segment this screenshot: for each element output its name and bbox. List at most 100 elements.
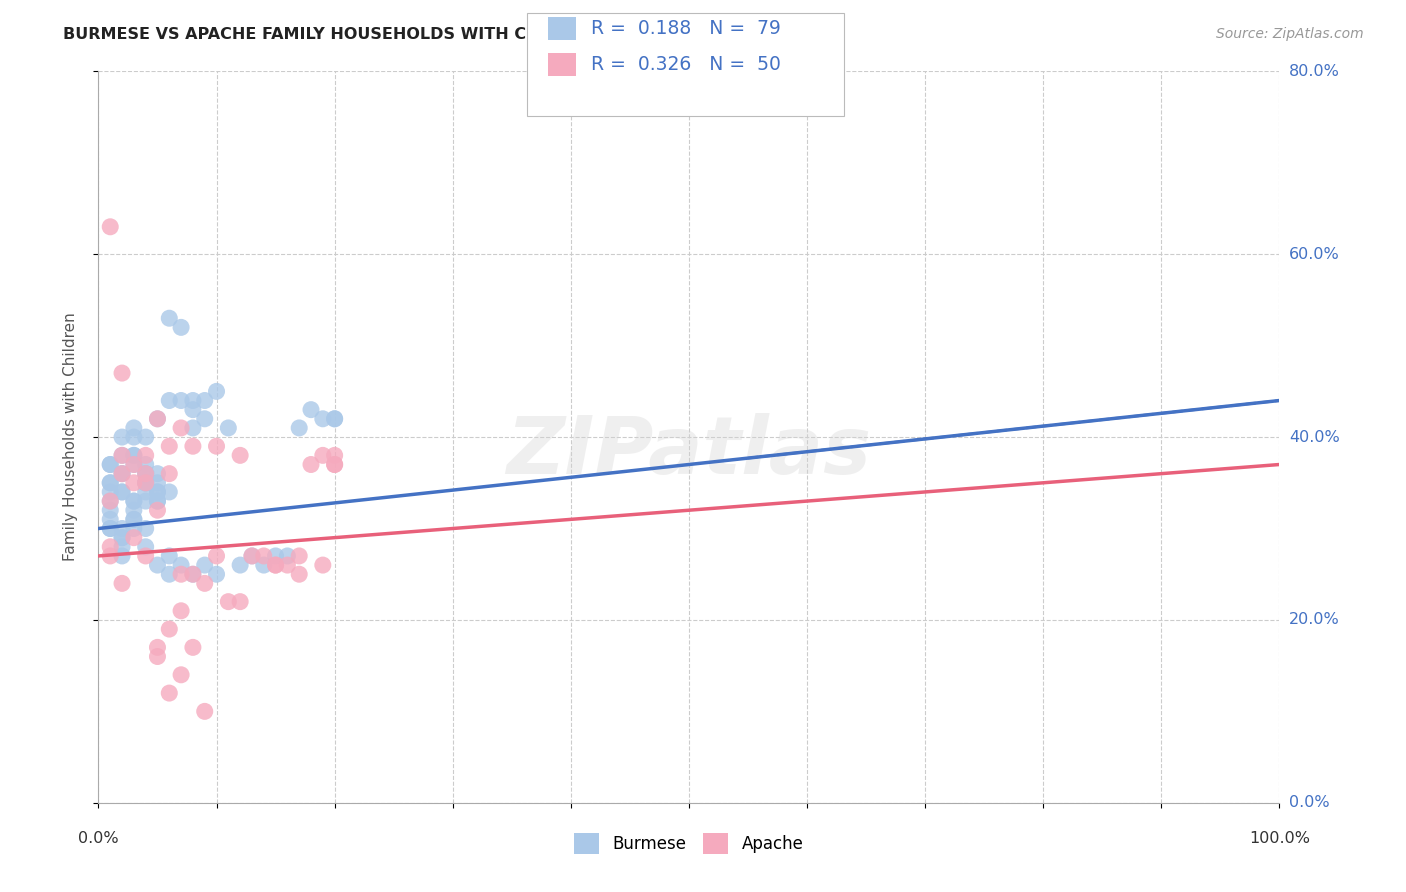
Point (146, 412, 169, 426)
Point (157, 311, 180, 326)
Point (98, 458, 121, 472)
Point (98, 521, 121, 535)
Text: ZIPatlas: ZIPatlas (506, 413, 872, 491)
Point (111, 521, 134, 535)
Point (146, 494, 169, 508)
Point (135, 521, 157, 535)
Point (122, 503, 145, 517)
Point (253, 549, 276, 563)
Text: Source: ZipAtlas.com: Source: ZipAtlas.com (1216, 27, 1364, 41)
Point (323, 458, 346, 472)
Point (111, 366, 134, 380)
Point (181, 640, 204, 655)
Point (181, 393, 204, 408)
Point (111, 540, 134, 554)
Point (111, 467, 134, 481)
Point (240, 549, 263, 563)
Text: R =  0.326   N =  50: R = 0.326 N = 50 (591, 55, 780, 74)
Point (205, 567, 228, 582)
Point (98, 494, 121, 508)
Point (122, 512, 145, 526)
Y-axis label: Family Households with Children: Family Households with Children (63, 313, 77, 561)
Point (135, 549, 157, 563)
Point (264, 549, 287, 563)
Point (205, 439, 228, 453)
Point (170, 320, 193, 334)
Point (135, 458, 157, 472)
Point (312, 448, 335, 462)
Point (146, 558, 169, 573)
Point (122, 494, 145, 508)
Point (111, 485, 134, 500)
Point (146, 494, 169, 508)
Point (122, 458, 145, 472)
Point (122, 521, 145, 535)
Point (98, 458, 121, 472)
Point (323, 458, 346, 472)
Point (98, 549, 121, 563)
Point (276, 558, 298, 573)
Point (288, 567, 311, 582)
Point (135, 467, 157, 481)
Point (217, 421, 239, 435)
Point (194, 576, 217, 591)
Point (135, 467, 157, 481)
Point (229, 558, 252, 573)
Point (299, 458, 322, 472)
Point (135, 540, 157, 554)
Point (323, 448, 346, 462)
Point (146, 640, 169, 655)
Point (264, 558, 287, 573)
Legend: Burmese, Apache: Burmese, Apache (568, 827, 810, 860)
Text: 40.0%: 40.0% (1289, 430, 1340, 444)
Point (253, 558, 276, 573)
Point (135, 430, 157, 444)
Point (146, 503, 169, 517)
Point (170, 393, 193, 408)
Point (181, 567, 204, 582)
Point (157, 439, 180, 453)
Point (264, 558, 287, 573)
Text: BURMESE VS APACHE FAMILY HOUSEHOLDS WITH CHILDREN CORRELATION CHART: BURMESE VS APACHE FAMILY HOUSEHOLDS WITH… (63, 27, 804, 42)
Point (135, 475, 157, 490)
Text: 100.0%: 100.0% (1249, 830, 1310, 846)
Point (111, 448, 134, 462)
Text: 60.0%: 60.0% (1289, 247, 1340, 261)
Point (276, 549, 298, 563)
Point (146, 485, 169, 500)
Point (312, 558, 335, 573)
Point (98, 475, 121, 490)
Point (157, 393, 180, 408)
Point (135, 485, 157, 500)
Point (157, 467, 180, 481)
Point (181, 567, 204, 582)
Point (122, 448, 145, 462)
Point (135, 475, 157, 490)
Point (157, 622, 180, 636)
Point (111, 549, 134, 563)
Point (170, 421, 193, 435)
Point (146, 467, 169, 481)
Point (111, 531, 134, 545)
Point (170, 604, 193, 618)
Point (181, 439, 204, 453)
Point (98, 512, 121, 526)
Point (170, 667, 193, 681)
Point (122, 421, 145, 435)
Point (122, 531, 145, 545)
Point (323, 412, 346, 426)
Point (194, 412, 217, 426)
Point (323, 412, 346, 426)
Point (111, 467, 134, 481)
Point (217, 594, 239, 608)
Point (111, 576, 134, 591)
Point (122, 430, 145, 444)
Point (157, 549, 180, 563)
Point (288, 549, 311, 563)
Point (122, 512, 145, 526)
Point (98, 503, 121, 517)
Point (181, 421, 204, 435)
Point (111, 485, 134, 500)
Point (122, 458, 145, 472)
Text: 0.0%: 0.0% (1289, 796, 1330, 810)
